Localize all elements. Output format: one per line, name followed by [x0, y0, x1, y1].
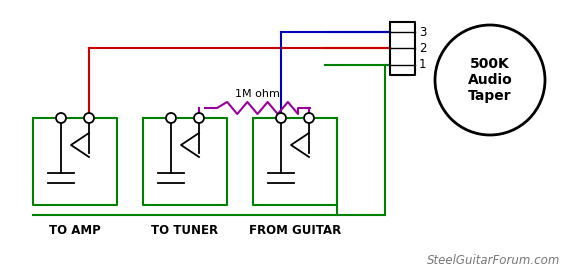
Circle shape — [304, 113, 314, 123]
Text: TO TUNER: TO TUNER — [151, 224, 218, 236]
Text: 500K
Audio
Taper: 500K Audio Taper — [467, 57, 512, 103]
Text: 1: 1 — [419, 59, 427, 72]
Text: TO AMP: TO AMP — [49, 224, 101, 236]
Circle shape — [194, 113, 204, 123]
Text: SteelGuitarForum.com: SteelGuitarForum.com — [427, 253, 560, 267]
Text: 2: 2 — [419, 41, 427, 55]
Text: 3: 3 — [419, 25, 427, 39]
Text: 1M ohm: 1M ohm — [235, 89, 280, 99]
Circle shape — [435, 25, 545, 135]
Circle shape — [56, 113, 66, 123]
Circle shape — [276, 113, 286, 123]
Circle shape — [84, 113, 94, 123]
Circle shape — [166, 113, 176, 123]
Text: FROM GUITAR: FROM GUITAR — [249, 224, 341, 236]
